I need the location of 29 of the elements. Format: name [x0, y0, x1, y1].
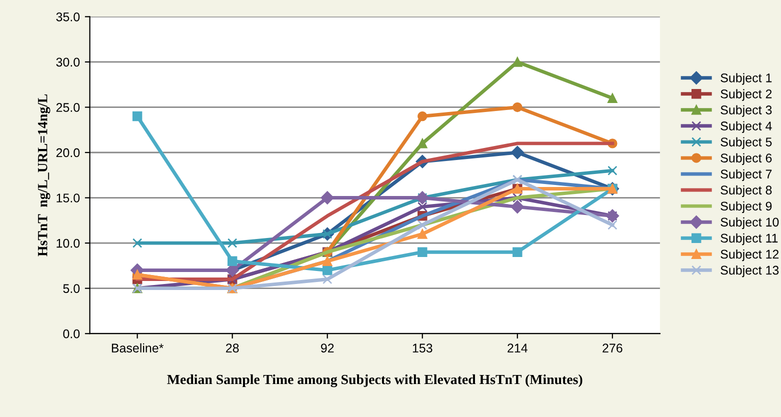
legend-label: Subject 12 — [720, 249, 779, 262]
y-tick-label: 25.0 — [56, 103, 80, 112]
legend-label: Subject 6 — [720, 153, 772, 165]
x-tick-label: 153 — [412, 344, 432, 353]
legend-label: Subject 3 — [720, 105, 772, 117]
legend-label: Subject 10 — [720, 217, 779, 230]
x-tick-label: 92 — [321, 344, 334, 353]
legend-label: Subject 9 — [720, 201, 772, 214]
legend-label: Subject 11 — [720, 233, 778, 246]
legend-label: Subject 2 — [720, 89, 772, 101]
legend-label: Subject 5 — [720, 137, 772, 149]
y-tick-label: 20.0 — [56, 148, 80, 158]
x-tick-label: 214 — [508, 344, 528, 352]
x-tick-label: Baseline* — [112, 343, 164, 353]
legend-label: Subject 8 — [720, 185, 772, 197]
y-tick-label: 10.0 — [56, 238, 80, 248]
y-tick-label: 35.0 — [56, 12, 80, 22]
y-tick-label: 15.0 — [56, 194, 80, 202]
x-tick-label: 28 — [226, 344, 239, 353]
y-tick-label: 0.0 — [63, 329, 80, 338]
y-tick-label: 30.0 — [56, 58, 80, 67]
legend-label: Subject 4 — [720, 121, 772, 133]
y-tick-label: 5.0 — [63, 284, 80, 293]
legend-label: Subject 7 — [720, 169, 772, 181]
legend-label: Subject 13 — [720, 265, 779, 278]
x-axis-title: Median Sample Time among Subjects with Elevated HsTnT (Minutes) — [167, 374, 582, 388]
x-tick-label: 276 — [602, 344, 622, 353]
legend-label: Subject 1 — [720, 73, 772, 85]
y-axis-title: HsTnT ng/L_URL=14ng/L — [38, 94, 50, 256]
